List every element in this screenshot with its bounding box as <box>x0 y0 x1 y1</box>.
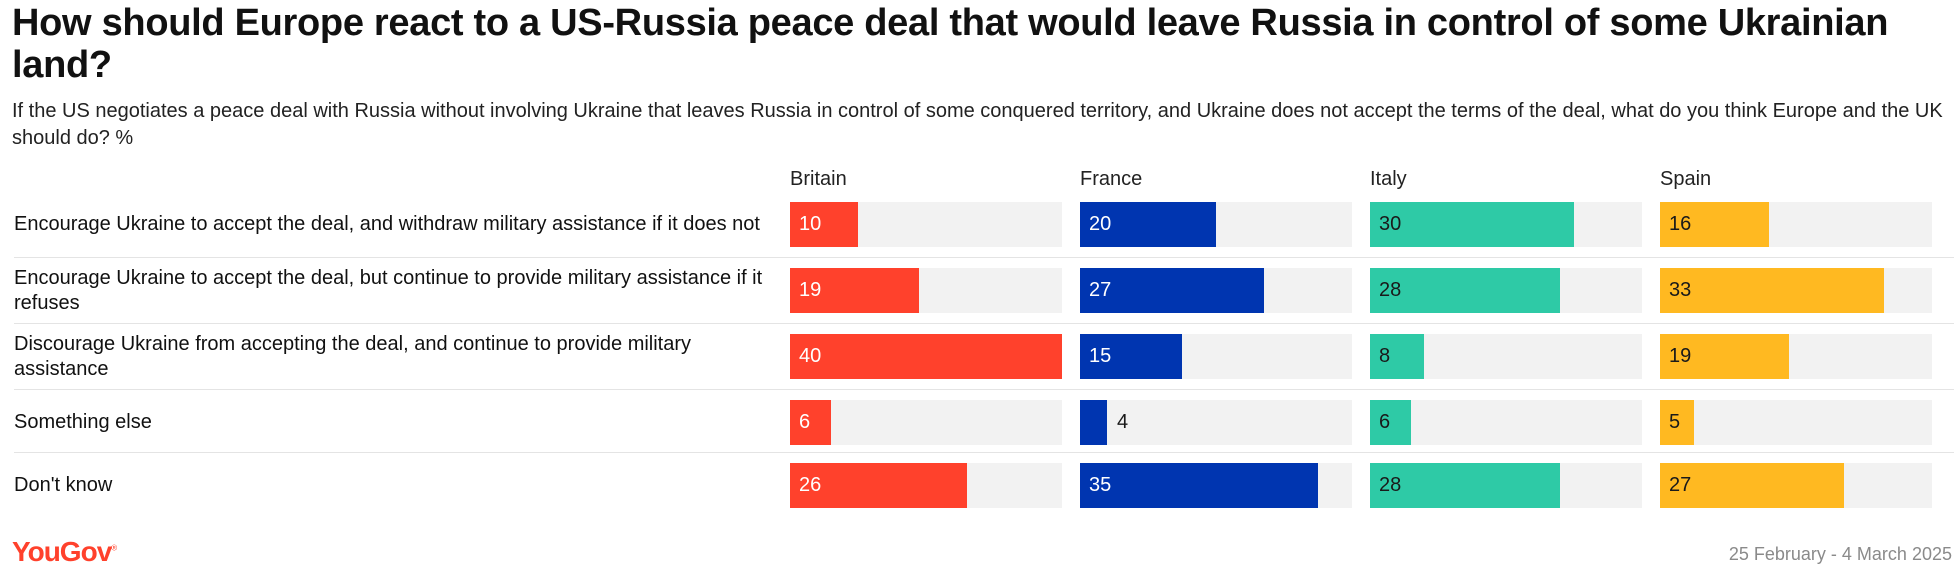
bar-track: 8 <box>1370 334 1642 379</box>
bar-britain <box>790 268 919 313</box>
bar-track: 30 <box>1370 202 1642 247</box>
country-header-italy: Italy <box>1370 168 1407 190</box>
bar-track: 28 <box>1370 463 1642 508</box>
data-label: 10 <box>799 213 822 235</box>
bar-track: 19 <box>790 268 1062 313</box>
data-label: 5 <box>1669 411 1681 433</box>
bar-track: 35 <box>1080 463 1352 508</box>
bar-track: 27 <box>1660 463 1932 508</box>
data-label: 6 <box>799 411 811 433</box>
country-header-britain: Britain <box>790 168 847 190</box>
category-label: Don't know <box>14 474 113 496</box>
logo-text: YouGov <box>12 536 112 567</box>
category-label: Something else <box>14 411 152 433</box>
data-label: 30 <box>1379 213 1402 235</box>
data-label: 26 <box>799 474 822 496</box>
bar-track: 28 <box>1370 268 1642 313</box>
row-separator <box>14 323 1954 324</box>
bar-italy <box>1370 268 1560 313</box>
category-label: Discourage Ukraine from accepting the de… <box>14 332 692 380</box>
bar-italy <box>1370 463 1560 508</box>
bar-track: 10 <box>790 202 1062 247</box>
data-label: 19 <box>799 279 822 301</box>
data-label: 16 <box>1669 213 1692 235</box>
data-label: 28 <box>1379 279 1402 301</box>
data-label: 19 <box>1669 345 1692 367</box>
bar-italy <box>1370 334 1424 379</box>
category-label: Encourage Ukraine to accept the deal, bu… <box>14 266 763 314</box>
bar-spain <box>1660 463 1844 508</box>
bar-italy <box>1370 202 1574 247</box>
data-label: 20 <box>1089 213 1112 235</box>
yougov-logo: YouGov® <box>12 536 118 567</box>
bar-track: 6 <box>790 400 1062 445</box>
bar-france <box>1080 400 1107 445</box>
row-separator <box>14 452 1954 453</box>
data-label: 35 <box>1089 474 1112 496</box>
bar-track: 6 <box>1370 400 1642 445</box>
bar-britain <box>790 334 1062 379</box>
bar-track: 26 <box>790 463 1062 508</box>
data-label: 27 <box>1669 474 1692 496</box>
bar-track: 15 <box>1080 334 1352 379</box>
row-separator <box>14 389 1954 390</box>
category-label: Encourage Ukraine to accept the deal, an… <box>14 213 760 235</box>
data-label: 27 <box>1089 279 1112 301</box>
data-label: 8 <box>1379 345 1391 367</box>
bar-france <box>1080 334 1182 379</box>
bar-track: 40 <box>790 334 1062 379</box>
bar-track: 20 <box>1080 202 1352 247</box>
bar-track: 5 <box>1660 400 1932 445</box>
bar-britain <box>790 400 831 445</box>
date-range: 25 February - 4 March 2025 <box>1728 544 1952 564</box>
country-header-spain: Spain <box>1660 168 1712 190</box>
bar-track: 33 <box>1660 268 1932 313</box>
bar-spain <box>1660 202 1769 247</box>
country-header-france: France <box>1080 168 1143 190</box>
bar-track: 4 <box>1080 400 1352 445</box>
bar-track: 19 <box>1660 334 1932 379</box>
bar-britain <box>790 463 967 508</box>
bar-italy <box>1370 400 1411 445</box>
row-separator <box>14 257 1954 258</box>
chart-title: How should Europe react to a US-Russia p… <box>12 2 1889 86</box>
bar-france <box>1080 202 1216 247</box>
bar-france <box>1080 463 1318 508</box>
bar-britain <box>790 202 858 247</box>
data-label: 6 <box>1379 411 1391 433</box>
chart-subtitle: If the US negotiates a peace deal with R… <box>12 100 1943 149</box>
data-label: 40 <box>799 345 822 367</box>
data-label: 4 <box>1117 411 1129 433</box>
data-label: 28 <box>1379 474 1402 496</box>
bar-spain <box>1660 268 1884 313</box>
bar-track: 16 <box>1660 202 1932 247</box>
bar-spain <box>1660 400 1694 445</box>
data-label: 33 <box>1669 279 1692 301</box>
bar-track: 27 <box>1080 268 1352 313</box>
bar-france <box>1080 268 1264 313</box>
data-label: 15 <box>1089 345 1112 367</box>
bar-spain <box>1660 334 1789 379</box>
